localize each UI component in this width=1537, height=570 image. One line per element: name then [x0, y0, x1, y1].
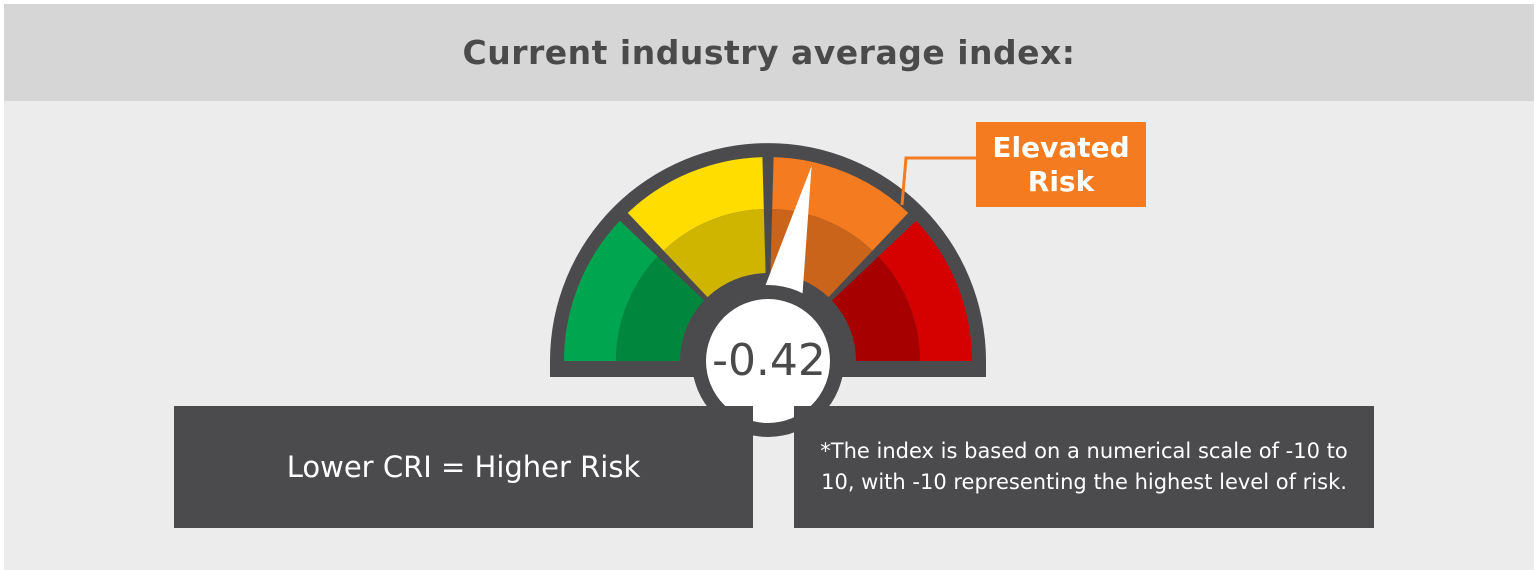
gauge-value: -0.42: [712, 334, 826, 386]
gauge-segment-4: [878, 220, 973, 361]
gauge-segment-4-inner: [831, 256, 920, 361]
risk-label-line-2: Risk: [1027, 164, 1095, 198]
gauge-segment-1: [564, 220, 658, 361]
gauge-segment-2-inner: [663, 209, 766, 298]
page-title: Current industry average index:: [462, 33, 1076, 72]
note-right-text: *The index is based on a numerical scale…: [820, 439, 1348, 494]
gauge-segment-2: [627, 157, 764, 251]
risk-level-badge: Elevated Risk: [976, 122, 1146, 207]
gauge-hub: [706, 299, 830, 423]
risk-label-line-1: Elevated: [992, 130, 1130, 164]
risk-label-leader: [900, 156, 976, 206]
gauge-segment-1-inner: [616, 256, 705, 361]
note-left-text: Lower CRI = Higher Risk: [286, 450, 641, 484]
header-bar: Current industry average index:: [4, 4, 1534, 101]
note-right: *The index is based on a numerical scale…: [794, 406, 1374, 528]
note-left: Lower CRI = Higher Risk: [174, 406, 753, 528]
